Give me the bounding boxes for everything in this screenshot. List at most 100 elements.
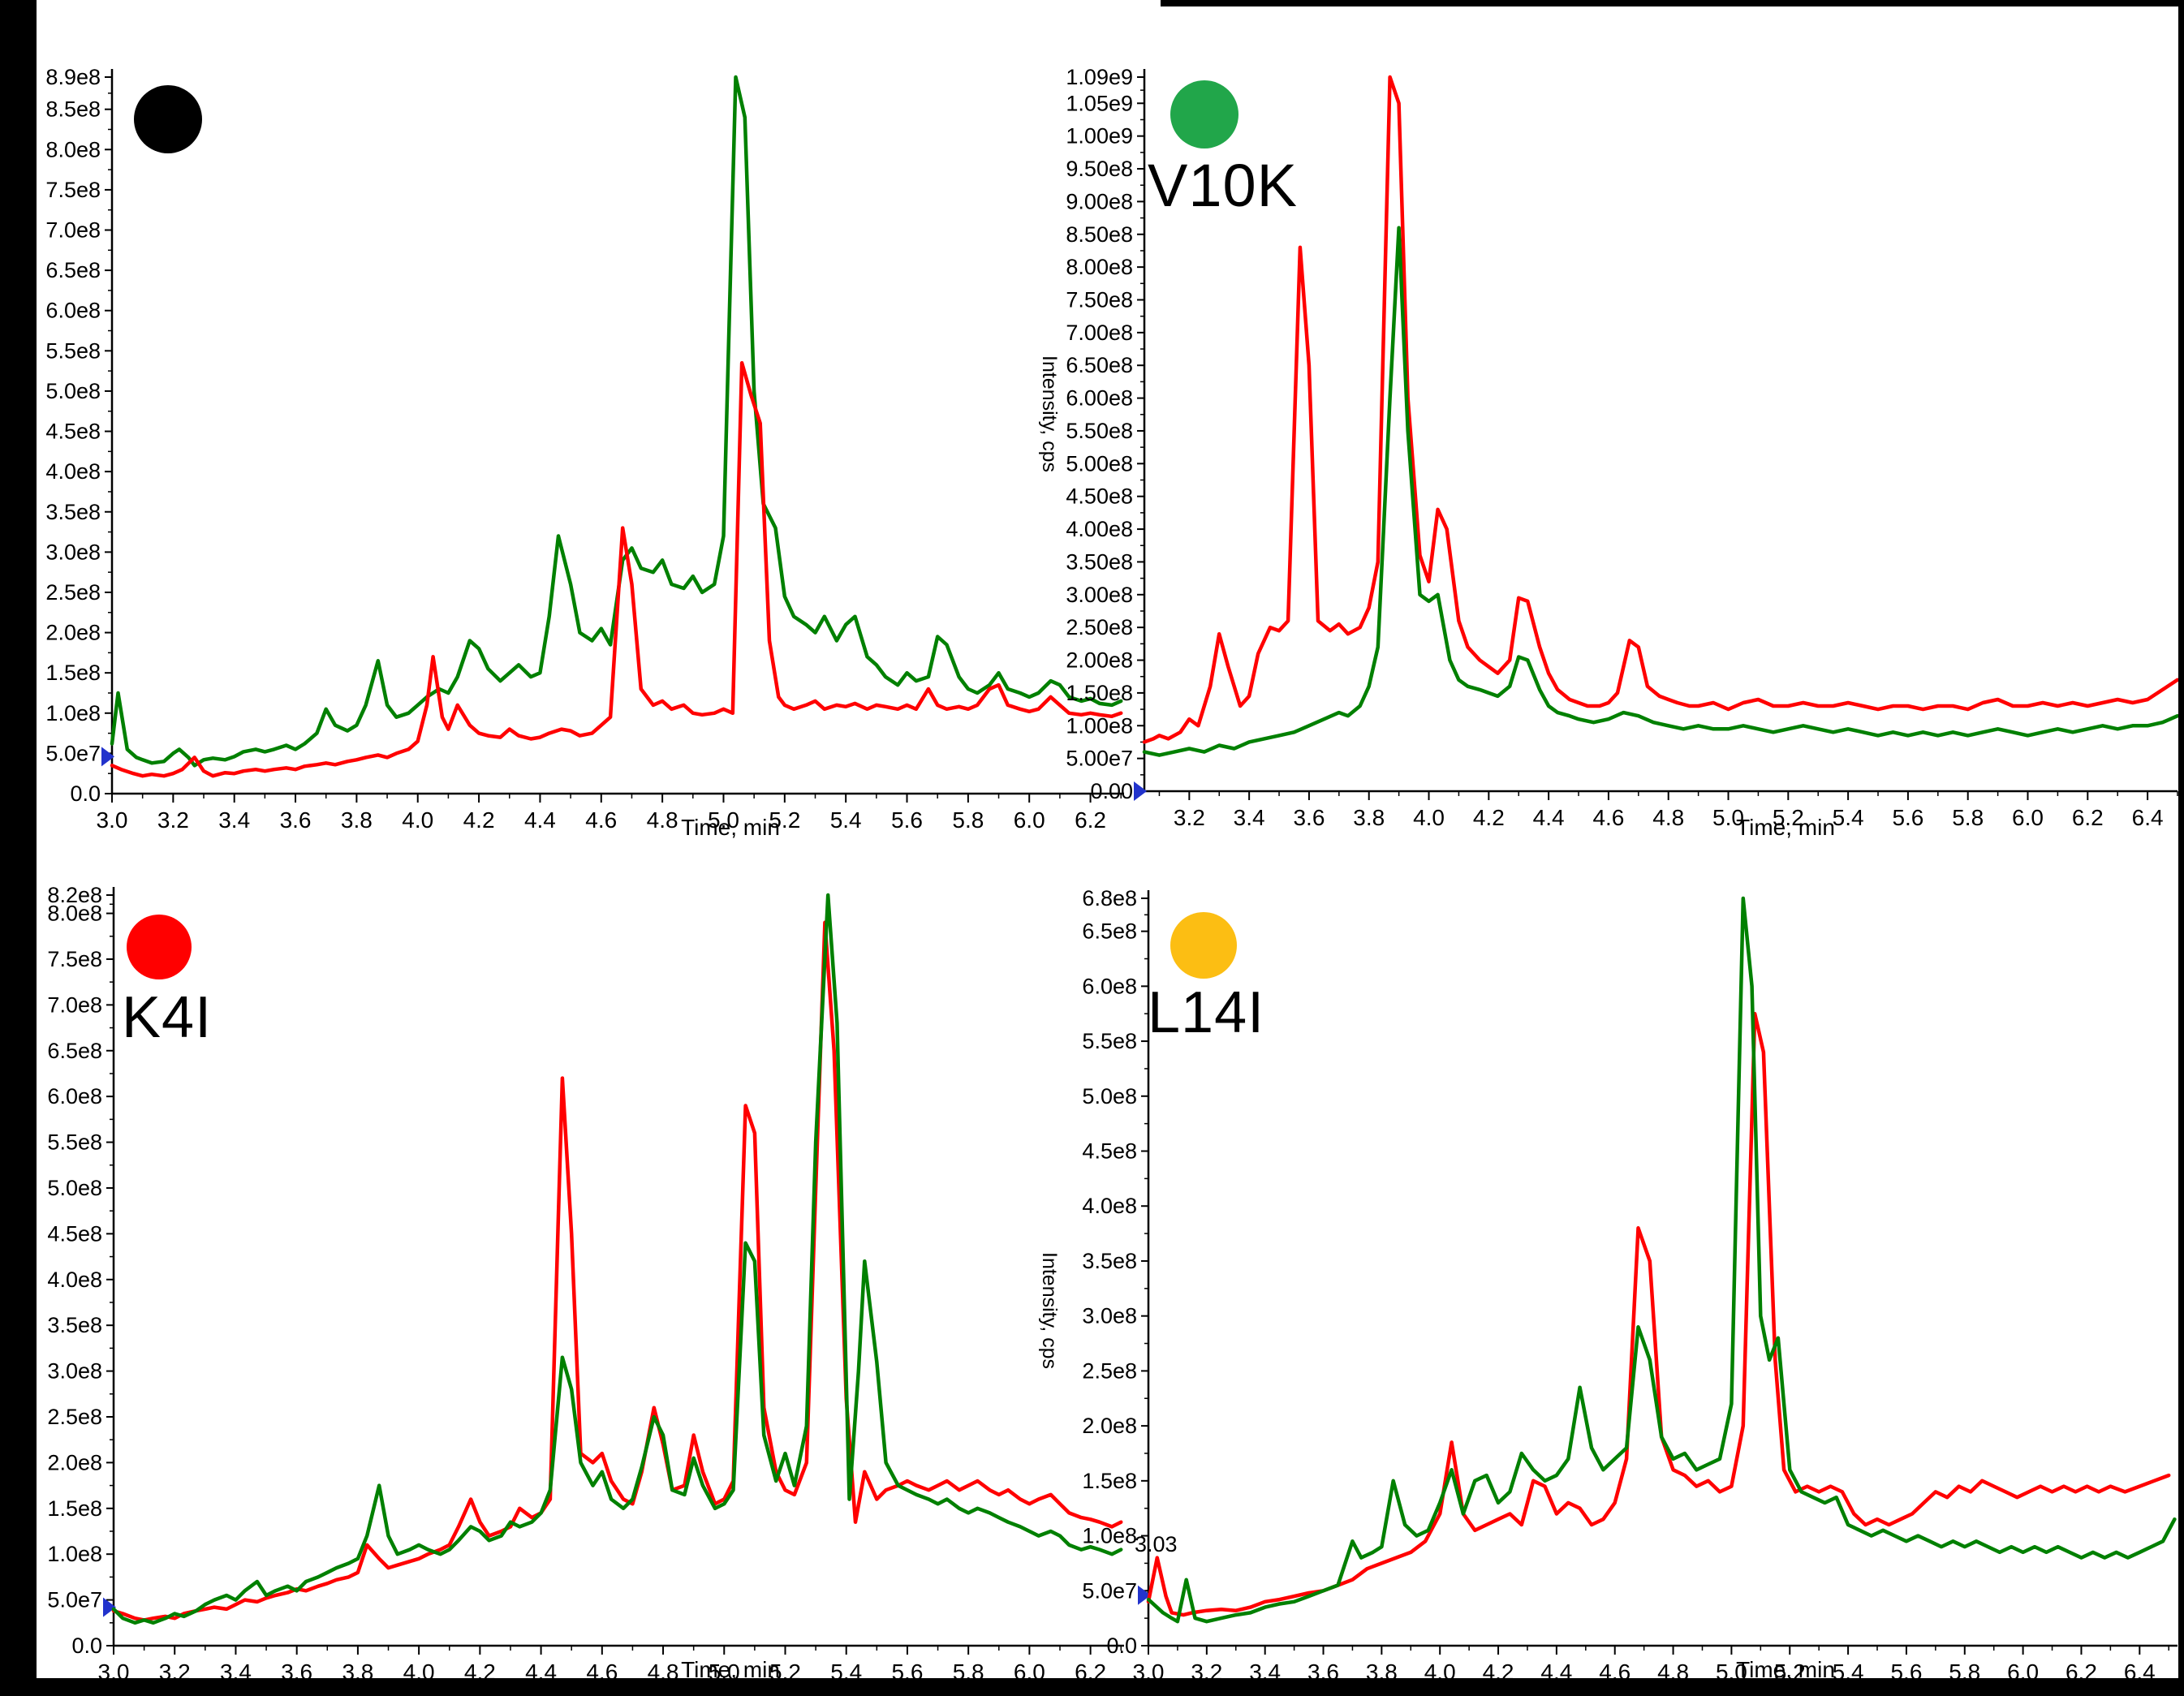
svg-text:7.0e8: 7.0e8 (47, 992, 102, 1017)
svg-text:3.2: 3.2 (157, 807, 189, 833)
bottom-black-border (0, 1678, 2184, 1696)
svg-text:5.0e7: 5.0e7 (1082, 1578, 1137, 1603)
svg-text:3.4: 3.4 (218, 807, 250, 833)
svg-text:7.0e8: 7.0e8 (45, 218, 101, 243)
svg-text:8.5e8: 8.5e8 (45, 97, 101, 122)
x-axis-label: Time, min (681, 1657, 780, 1682)
svg-text:1.09e9: 1.09e9 (1066, 65, 1133, 89)
svg-text:0.0: 0.0 (70, 781, 101, 806)
svg-text:6.4: 6.4 (2132, 805, 2164, 830)
svg-text:6.50e8: 6.50e8 (1066, 353, 1133, 377)
svg-text:8.9e8: 8.9e8 (45, 65, 101, 89)
svg-text:3.8: 3.8 (1353, 805, 1385, 830)
svg-text:6.0e8: 6.0e8 (1082, 974, 1137, 998)
svg-text:3.8: 3.8 (341, 807, 373, 833)
svg-text:4.2: 4.2 (463, 807, 495, 833)
svg-text:2.00e8: 2.00e8 (1066, 648, 1133, 673)
svg-text:1.0e8: 1.0e8 (45, 701, 101, 725)
svg-text:5.00e8: 5.00e8 (1066, 451, 1133, 476)
svg-text:8.0e8: 8.0e8 (47, 902, 102, 926)
svg-text:0.0: 0.0 (71, 1634, 102, 1658)
svg-text:5.5e8: 5.5e8 (45, 338, 101, 363)
svg-text:2.0e8: 2.0e8 (1082, 1414, 1137, 1438)
panel-title-l14i: L14I (1148, 980, 1265, 1045)
svg-text:5.0e7: 5.0e7 (47, 1588, 102, 1612)
svg-text:4.5e8: 4.5e8 (45, 420, 101, 444)
svg-text:4.0: 4.0 (1413, 805, 1445, 830)
svg-text:6.5e8: 6.5e8 (45, 258, 101, 282)
x-axis-label: Time, min (1736, 815, 1835, 840)
svg-text:7.5e8: 7.5e8 (47, 947, 102, 971)
panel-title-v10k: V10K (1148, 152, 1299, 219)
black-circle-icon (134, 85, 202, 153)
svg-text:4.5e8: 4.5e8 (47, 1221, 102, 1246)
yellow-circle-icon (1170, 912, 1237, 979)
svg-text:2.0e8: 2.0e8 (45, 621, 101, 645)
svg-text:5.0e8: 5.0e8 (1082, 1084, 1137, 1108)
svg-text:1.00e9: 1.00e9 (1066, 124, 1133, 149)
svg-text:6.2: 6.2 (1075, 807, 1106, 833)
x-axis-label: Time, min (1736, 1657, 1835, 1682)
svg-text:7.5e8: 7.5e8 (45, 178, 101, 202)
y-axis-label: Intensity, cps (1038, 355, 1061, 473)
svg-text:8.2e8: 8.2e8 (47, 883, 102, 907)
svg-text:9.00e8: 9.00e8 (1066, 189, 1133, 213)
svg-text:4.4: 4.4 (524, 807, 556, 833)
svg-text:6.0e8: 6.0e8 (47, 1084, 102, 1108)
svg-text:3.2: 3.2 (1174, 805, 1205, 830)
panel-title-k4i: K4I (122, 985, 213, 1050)
svg-text:5.0e8: 5.0e8 (45, 379, 101, 403)
svg-text:2.0e8: 2.0e8 (47, 1450, 102, 1474)
y-axis-label: Intensity, cps (1038, 1251, 1061, 1370)
svg-text:4.4: 4.4 (1533, 805, 1565, 830)
svg-text:1.5e8: 1.5e8 (45, 661, 101, 685)
svg-text:3.5e8: 3.5e8 (45, 500, 101, 524)
svg-text:5.6: 5.6 (891, 807, 923, 833)
peak-annotation: 3.03 (1135, 1532, 1178, 1556)
svg-text:4.0e8: 4.0e8 (45, 459, 101, 484)
svg-text:1.0e8: 1.0e8 (1082, 1524, 1137, 1548)
svg-text:3.5e8: 3.5e8 (47, 1313, 102, 1337)
svg-text:6.0: 6.0 (1014, 807, 1045, 833)
svg-text:4.00e8: 4.00e8 (1066, 517, 1133, 541)
red-circle-icon (127, 915, 192, 979)
svg-text:8.50e8: 8.50e8 (1066, 222, 1133, 247)
svg-text:9.50e8: 9.50e8 (1066, 157, 1133, 181)
svg-text:2.5e8: 2.5e8 (47, 1405, 102, 1429)
svg-text:5.0e7: 5.0e7 (45, 741, 101, 765)
svg-text:1.00e8: 1.00e8 (1066, 713, 1133, 738)
svg-text:1.0e8: 1.0e8 (47, 1542, 102, 1566)
svg-text:2.5e8: 2.5e8 (45, 580, 101, 605)
svg-text:2.5e8: 2.5e8 (1082, 1358, 1137, 1383)
svg-text:3.0: 3.0 (97, 807, 128, 833)
svg-text:3.00e8: 3.00e8 (1066, 583, 1133, 607)
svg-text:3.5e8: 3.5e8 (1082, 1249, 1137, 1273)
svg-text:3.4: 3.4 (1234, 805, 1265, 830)
x-axis-label: Time, min (681, 815, 780, 840)
svg-text:6.0e8: 6.0e8 (45, 299, 101, 323)
svg-text:6.0: 6.0 (2012, 805, 2044, 830)
svg-text:4.0: 4.0 (402, 807, 433, 833)
svg-text:6.8e8: 6.8e8 (1082, 886, 1137, 910)
svg-text:0.0: 0.0 (1106, 1634, 1137, 1658)
svg-text:6.2: 6.2 (2072, 805, 2104, 830)
svg-text:3.6: 3.6 (1293, 805, 1325, 830)
svg-text:3.6: 3.6 (280, 807, 312, 833)
svg-text:5.00e7: 5.00e7 (1066, 747, 1133, 771)
svg-text:1.50e8: 1.50e8 (1066, 681, 1133, 705)
svg-text:1.5e8: 1.5e8 (47, 1496, 102, 1521)
svg-text:0.00: 0.00 (1090, 779, 1133, 803)
svg-text:8.00e8: 8.00e8 (1066, 255, 1133, 279)
svg-text:6.00e8: 6.00e8 (1066, 386, 1133, 411)
svg-text:5.50e8: 5.50e8 (1066, 419, 1133, 443)
svg-text:3.0e8: 3.0e8 (1082, 1304, 1137, 1328)
svg-text:4.6: 4.6 (1592, 805, 1624, 830)
svg-text:7.00e8: 7.00e8 (1066, 321, 1133, 345)
svg-text:3.50e8: 3.50e8 (1066, 549, 1133, 574)
svg-text:4.5e8: 4.5e8 (1082, 1139, 1137, 1164)
svg-text:8.0e8: 8.0e8 (45, 137, 101, 161)
svg-text:3.0e8: 3.0e8 (47, 1359, 102, 1384)
left-black-border (0, 0, 37, 1696)
